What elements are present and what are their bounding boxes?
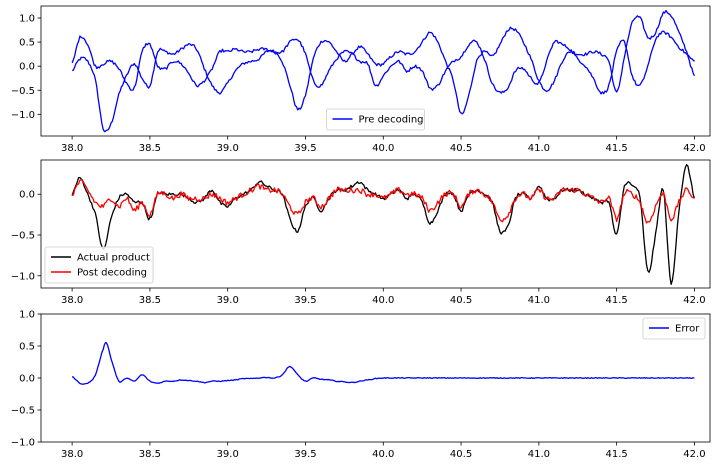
y-tick-label: −0.5 <box>11 231 35 242</box>
axes-frame <box>40 5 711 137</box>
legend-label: Pre decoding <box>359 115 424 126</box>
series-line-error <box>71 342 695 385</box>
x-tick-label: 40.5 <box>450 295 472 306</box>
x-tick-label: 41.5 <box>606 295 628 306</box>
x-tick-label: 40.0 <box>372 143 394 154</box>
x-tick-label: 39.5 <box>294 143 316 154</box>
x-tick-label: 39.0 <box>217 143 239 154</box>
legend-box <box>326 108 425 131</box>
series-line-pre-decoding <box>71 9 696 133</box>
y-tick-label: −1.0 <box>11 110 35 121</box>
subplot-2: 38.0 38.5 39.0 39.5 40.0 40.5 41.0 41.5 42.0 −1.0… <box>11 159 711 306</box>
y-tick-label: 0.5 <box>19 342 35 353</box>
x-tick-label: 40.5 <box>450 449 472 460</box>
y-tick-label: −1.0 <box>11 271 35 282</box>
x-tick-label: 41.5 <box>606 449 628 460</box>
x-tick-label: 38.0 <box>61 449 83 460</box>
x-tick-label: 38.5 <box>139 449 161 460</box>
x-tick-label: 40.0 <box>372 295 394 306</box>
y-tick-label: 1.0 <box>19 310 35 321</box>
series-line-unlabeled-2 <box>71 30 695 95</box>
x-tick-label: 41.5 <box>606 143 628 154</box>
x-tick-label: 41.0 <box>528 449 550 460</box>
y-tick-label: 0.0 <box>19 190 35 201</box>
y-tick-label: −1.0 <box>11 438 35 449</box>
y-tick-label: 0.0 <box>19 62 35 73</box>
x-tick-label: 38.5 <box>139 143 161 154</box>
x-tick-label: 38.0 <box>61 295 83 306</box>
y-tick-label: 0.0 <box>19 374 35 385</box>
axes-frame <box>40 159 711 289</box>
x-tick-label: 39.0 <box>217 449 239 460</box>
series-line-post-decoding <box>71 179 695 224</box>
y-tick-label: 0.5 <box>19 38 35 49</box>
legend-label: Error <box>675 324 700 335</box>
x-tick-label: 39.5 <box>294 449 316 460</box>
x-tick-label: 39.5 <box>294 295 316 306</box>
x-tick-label: 41.0 <box>528 295 550 306</box>
x-tick-label: 42.0 <box>683 449 705 460</box>
x-tick-label: 42.0 <box>683 143 705 154</box>
x-tick-label: 41.0 <box>528 143 550 154</box>
legend-box <box>44 246 154 284</box>
y-tick-label: −0.5 <box>11 86 35 97</box>
x-tick-label: 38.5 <box>139 295 161 306</box>
legend: Error <box>642 317 706 340</box>
legend: Actual product Post decoding <box>44 246 154 284</box>
legend-box <box>642 317 706 340</box>
legend: Pre decoding <box>326 108 425 131</box>
subplot-1: 38.0 38.5 39.0 39.5 40.0 40.5 41.0 41.5 42.0 −1.0… <box>11 5 711 154</box>
x-tick-label: 40.5 <box>450 143 472 154</box>
legend-label: Actual product <box>77 253 150 264</box>
legend-label: Post decoding <box>77 268 147 279</box>
y-tick-label: −0.5 <box>11 406 35 417</box>
x-tick-label: 40.0 <box>372 449 394 460</box>
x-tick-label: 39.0 <box>217 295 239 306</box>
x-tick-label: 42.0 <box>683 295 705 306</box>
x-tick-label: 38.0 <box>61 143 83 154</box>
subplot-3: 38.0 38.5 39.0 39.5 40.0 40.5 41.0 41.5 42.0 −1.0… <box>11 310 711 460</box>
y-tick-label: 1.0 <box>19 14 35 25</box>
